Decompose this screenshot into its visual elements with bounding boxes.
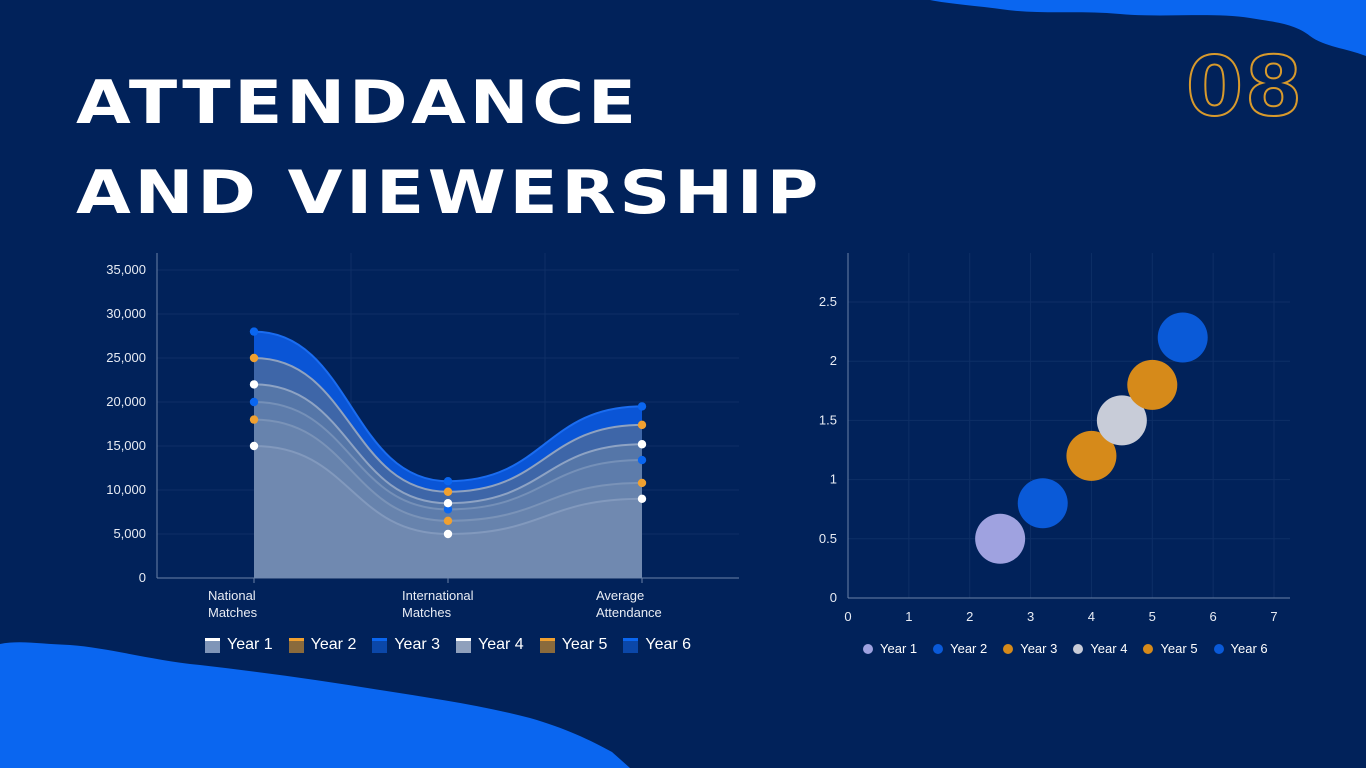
point-year-4 [443, 499, 453, 508]
legend-label: Year 4 [1090, 641, 1128, 656]
bubble-year-5 [1127, 359, 1178, 410]
legend-swatch [623, 637, 639, 653]
x-tick-label: National Matches [208, 588, 258, 620]
legend-label: Year 5 [1160, 641, 1198, 656]
page-number: 08 [1185, 39, 1305, 136]
legend-label: Year 3 [1020, 641, 1058, 656]
legend-dot [1073, 643, 1084, 654]
x-tick-label: International Matches [402, 588, 474, 620]
point-year-2 [443, 516, 453, 525]
y-tick-label: 0 [139, 570, 146, 585]
legend-item: Year 1 [863, 641, 917, 656]
legend-label: Year 1 [880, 641, 918, 656]
legend-label: Year 6 [645, 636, 692, 653]
legend-item: Year 6 [623, 636, 691, 654]
y-tick-label: 1.5 [819, 412, 837, 427]
y-tick-label: 25,000 [106, 350, 146, 365]
legend-item: Year 5 [539, 636, 608, 654]
legend-dot [863, 643, 873, 654]
x-tick-label: 1 [905, 609, 912, 624]
y-tick-label: 0 [830, 590, 837, 605]
y-tick-label: 15,000 [106, 438, 146, 453]
y-tick-label: 5,000 [113, 526, 146, 541]
legend-swatch [456, 637, 472, 653]
legend-dot [1003, 643, 1014, 654]
x-tick-label: 0 [844, 609, 851, 624]
y-tick-label: 2 [830, 353, 837, 368]
x-tick-label: 5 [1149, 609, 1156, 624]
bubble-year-1 [975, 513, 1026, 564]
legend-label: Year 4 [478, 636, 524, 653]
point-year-3 [249, 397, 259, 407]
legend-swatch [539, 637, 555, 653]
y-tick-label: 10,000 [106, 482, 146, 497]
title-line-1: ATTENDANCE [76, 68, 640, 138]
legend-swatch [288, 637, 304, 653]
point-year-3 [637, 455, 647, 465]
legend-dot [1213, 643, 1224, 654]
point-year-1 [249, 441, 259, 451]
legend-item: Year 3 [372, 636, 440, 654]
legend-item: Year 3 [1003, 641, 1057, 656]
y-tick-label: 0.5 [819, 531, 837, 546]
y-tick-label: 2.5 [819, 294, 837, 309]
point-year-5 [249, 353, 259, 363]
legend-label: Year 3 [394, 636, 441, 653]
legend-label: Year 6 [1230, 641, 1268, 656]
x-tick-label: 7 [1270, 609, 1277, 624]
point-year-2 [637, 478, 647, 488]
bubble-year-2 [1017, 478, 1068, 529]
legend-dot [933, 643, 944, 654]
legend-item: Year 6 [1213, 641, 1268, 656]
legend-item: Year 1 [205, 636, 273, 654]
y-tick-label: 20,000 [106, 394, 146, 409]
y-tick-label: 1 [830, 472, 837, 487]
legend-item: Year 4 [1073, 641, 1127, 656]
x-tick-label: Average Attendance [596, 588, 662, 620]
legend-label: Year 2 [950, 641, 988, 656]
bubble-year-4 [1096, 395, 1147, 446]
bubble-chart-legend: Year 1 Year 2 Year 3 Year 4 Year 5 Year 6 [863, 641, 1268, 656]
point-year-1 [443, 529, 453, 539]
y-tick-label: 30,000 [106, 306, 146, 321]
bubble-year-3 [1066, 430, 1117, 481]
legend-swatch [372, 637, 388, 653]
legend-item: Year 2 [933, 641, 987, 656]
legend-item: Year 5 [1143, 641, 1198, 656]
legend-label: Year 2 [310, 636, 357, 653]
y-tick-label: 35,000 [106, 262, 146, 277]
area-year-1 [254, 446, 642, 578]
title-line-2: AND VIEWERSHIP [76, 158, 822, 228]
legend-item: Year 4 [456, 636, 524, 654]
point-year-5 [443, 487, 453, 496]
legend-item: Year 2 [288, 636, 357, 654]
x-tick-label: 4 [1088, 609, 1095, 624]
point-year-6 [637, 402, 647, 411]
point-year-6 [443, 477, 453, 486]
point-year-2 [249, 415, 259, 424]
point-year-5 [637, 420, 647, 430]
legend-dot [1143, 643, 1154, 654]
legend-label: Year 5 [561, 636, 608, 653]
x-tick-label: 3 [1027, 609, 1034, 624]
point-year-4 [637, 440, 647, 449]
point-year-1 [637, 494, 647, 503]
x-tick-label: 2 [966, 609, 973, 624]
area-chart-legend: Year 1 Year 2 Year 3 Year 4 Year 5 Year 6 [205, 636, 691, 654]
page-title: ATTENDANCE AND VIEWERSHIP [76, 58, 822, 238]
legend-label: Year 1 [227, 636, 273, 653]
x-tick-label: 6 [1210, 609, 1217, 624]
point-year-4 [249, 380, 259, 389]
legend-swatch [205, 637, 220, 653]
bubble-year-6 [1157, 312, 1208, 363]
point-year-3 [443, 505, 453, 514]
point-year-6 [249, 327, 259, 336]
bubble-grid [848, 253, 1290, 598]
